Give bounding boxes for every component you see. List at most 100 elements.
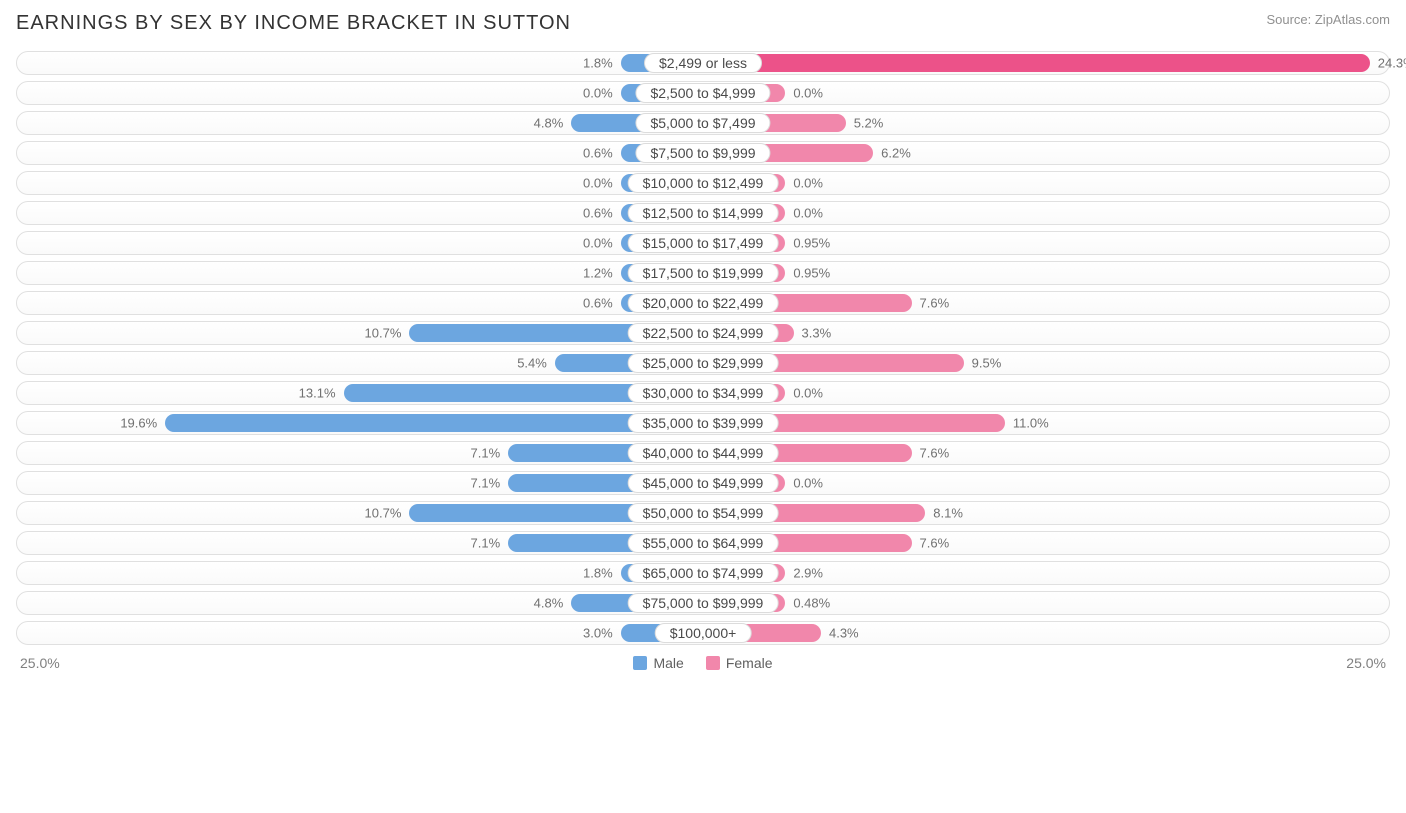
female-value: 0.0% [793,86,823,101]
female-value: 24.3% [1378,56,1406,71]
bracket-label: $12,500 to $14,999 [628,203,779,223]
male-value: 10.7% [365,326,402,341]
chart-row: 0.6% 7.6% $20,000 to $22,499 [16,291,1390,315]
bracket-label: $35,000 to $39,999 [628,413,779,433]
male-value: 1.8% [583,566,613,581]
female-value: 8.1% [933,506,963,521]
chart-row: 7.1%0.0%$45,000 to $49,999 [16,471,1390,495]
bracket-label: $55,000 to $64,999 [628,533,779,553]
bar-track: 0.0%0.0%$2,500 to $4,999 [16,81,1390,105]
axis-right-label: 25.0% [1346,655,1386,671]
bar-track: 1.8%24.3%$2,499 or less [16,51,1390,75]
male-value: 1.8% [583,56,613,71]
female-value: 7.6% [920,296,950,311]
bar-track: 0.6% 0.0% $12,500 to $14,999 [16,201,1390,225]
female-value: 0.0% [793,476,823,491]
bracket-label: $30,000 to $34,999 [628,383,779,403]
axis-left-label: 25.0% [20,655,60,671]
female-value: 5.2% [854,116,884,131]
male-value: 0.6% [583,146,613,161]
female-value: 0.95% [793,266,830,281]
bracket-label: $20,000 to $22,499 [628,293,779,313]
bar-track: 10.7% 8.1% $50,000 to $54,999 [16,501,1390,525]
bracket-label: $75,000 to $99,999 [628,593,779,613]
bar-track: 0.0% 0.0% $10,000 to $12,499 [16,171,1390,195]
female-value: 2.9% [793,566,823,581]
chart-row: 10.7% 8.1% $50,000 to $54,999 [16,501,1390,525]
bar-track: 1.2% 0.95% $17,500 to $19,999 [16,261,1390,285]
female-value: 7.6% [920,446,950,461]
legend-label: Male [653,655,683,671]
bracket-label: $25,000 to $29,999 [628,353,779,373]
male-value: 3.0% [583,626,613,641]
chart-row: 0.6% 0.0% $12,500 to $14,999 [16,201,1390,225]
female-value: 9.5% [972,356,1002,371]
bar-track: 19.6%11.0%$35,000 to $39,999 [16,411,1390,435]
chart-footer: 25.0% Male Female 25.0% [16,655,1390,671]
bracket-label: $2,500 to $4,999 [635,83,770,103]
female-value: 6.2% [881,146,911,161]
female-value: 0.95% [793,236,830,251]
chart-row: 13.1%0.0%$30,000 to $34,999 [16,381,1390,405]
bar-track: 0.6% 6.2% $7,500 to $9,999 [16,141,1390,165]
bar-track: 4.8% 0.48% $75,000 to $99,999 [16,591,1390,615]
legend-item: Male [633,655,683,671]
female-value: 7.6% [920,536,950,551]
female-value: 0.48% [793,596,830,611]
bracket-label: $10,000 to $12,499 [628,173,779,193]
male-value: 0.6% [583,296,613,311]
bracket-label: $50,000 to $54,999 [628,503,779,523]
male-value: 5.4% [517,356,547,371]
chart-header: EARNINGS BY SEX BY INCOME BRACKET IN SUT… [16,12,1390,35]
legend-item: Female [706,655,773,671]
chart-row: 10.7% 3.3% $22,500 to $24,999 [16,321,1390,345]
bracket-label: $45,000 to $49,999 [628,473,779,493]
bracket-label: $7,500 to $9,999 [635,143,770,163]
male-value: 13.1% [299,386,336,401]
chart-row: 3.0%4.3%$100,000+ [16,621,1390,645]
bar-track: 7.1%0.0%$45,000 to $49,999 [16,471,1390,495]
bracket-label: $17,500 to $19,999 [628,263,779,283]
chart-row: 1.8% 2.9% $65,000 to $74,999 [16,561,1390,585]
male-value: 4.8% [534,596,564,611]
bar-track: 0.6% 7.6% $20,000 to $22,499 [16,291,1390,315]
bracket-label: $22,500 to $24,999 [628,323,779,343]
legend-label: Female [726,655,773,671]
legend-swatch [633,656,647,670]
chart-title: EARNINGS BY SEX BY INCOME BRACKET IN SUT… [16,12,571,35]
female-value: 0.0% [793,206,823,221]
male-value: 1.2% [583,266,613,281]
male-value: 0.0% [583,176,613,191]
male-value: 7.1% [471,536,501,551]
male-value: 0.6% [583,206,613,221]
bar-track: 13.1%0.0%$30,000 to $34,999 [16,381,1390,405]
bracket-label: $15,000 to $17,499 [628,233,779,253]
female-bar [703,54,1370,72]
female-value: 3.3% [802,326,832,341]
chart-row: 0.0% 0.95% $15,000 to $17,499 [16,231,1390,255]
bar-track: 3.0%4.3%$100,000+ [16,621,1390,645]
chart-row: 4.8% 0.48% $75,000 to $99,999 [16,591,1390,615]
chart-row: 19.6%11.0%$35,000 to $39,999 [16,411,1390,435]
bar-track: 4.8% 5.2% $5,000 to $7,499 [16,111,1390,135]
chart-legend: Male Female [633,655,772,671]
chart-row: 1.8%24.3%$2,499 or less [16,51,1390,75]
diverging-bar-chart: 1.8%24.3%$2,499 or less 0.0% 0.0% $2,500 to… [16,51,1390,645]
bar-track: 5.4% 9.5% $25,000 to $29,999 [16,351,1390,375]
female-value: 0.0% [793,176,823,191]
male-value: 10.7% [365,506,402,521]
chart-row: 7.1% 7.6% $55,000 to $64,999 [16,531,1390,555]
chart-row: 0.6% 6.2% $7,500 to $9,999 [16,141,1390,165]
bracket-label: $65,000 to $74,999 [628,563,779,583]
bar-track: 0.0% 0.95% $15,000 to $17,499 [16,231,1390,255]
male-value: 4.8% [534,116,564,131]
bracket-label: $2,499 or less [644,53,762,73]
chart-row: 0.0% 0.0% $10,000 to $12,499 [16,171,1390,195]
male-value: 0.0% [583,236,613,251]
bracket-label: $5,000 to $7,499 [635,113,770,133]
bracket-label: $40,000 to $44,999 [628,443,779,463]
legend-swatch [706,656,720,670]
chart-source: Source: ZipAtlas.com [1266,12,1390,27]
male-value: 7.1% [471,446,501,461]
male-bar [165,414,703,432]
